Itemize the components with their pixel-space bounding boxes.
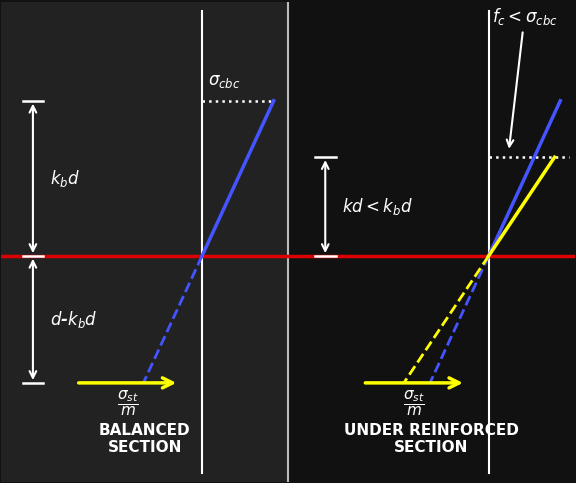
Text: $k_b d$: $k_b d$ xyxy=(50,168,80,189)
Bar xyxy=(1,2,288,482)
Text: $\dfrac{\sigma_{st}}{m}$: $\dfrac{\sigma_{st}}{m}$ xyxy=(116,388,138,418)
Text: $d$-$k_b d$: $d$-$k_b d$ xyxy=(50,309,98,330)
Text: BALANCED
SECTION: BALANCED SECTION xyxy=(99,423,191,455)
Bar xyxy=(288,2,575,482)
Text: $f_c < \sigma_{cbc}$: $f_c < \sigma_{cbc}$ xyxy=(492,6,558,146)
Text: UNDER REINFORCED
SECTION: UNDER REINFORCED SECTION xyxy=(344,423,519,455)
Text: $\dfrac{\sigma_{st}}{m}$: $\dfrac{\sigma_{st}}{m}$ xyxy=(403,388,425,418)
Text: $kd < k_b d$: $kd < k_b d$ xyxy=(343,196,413,217)
Text: $\sigma_{cbc}$: $\sigma_{cbc}$ xyxy=(208,71,240,89)
